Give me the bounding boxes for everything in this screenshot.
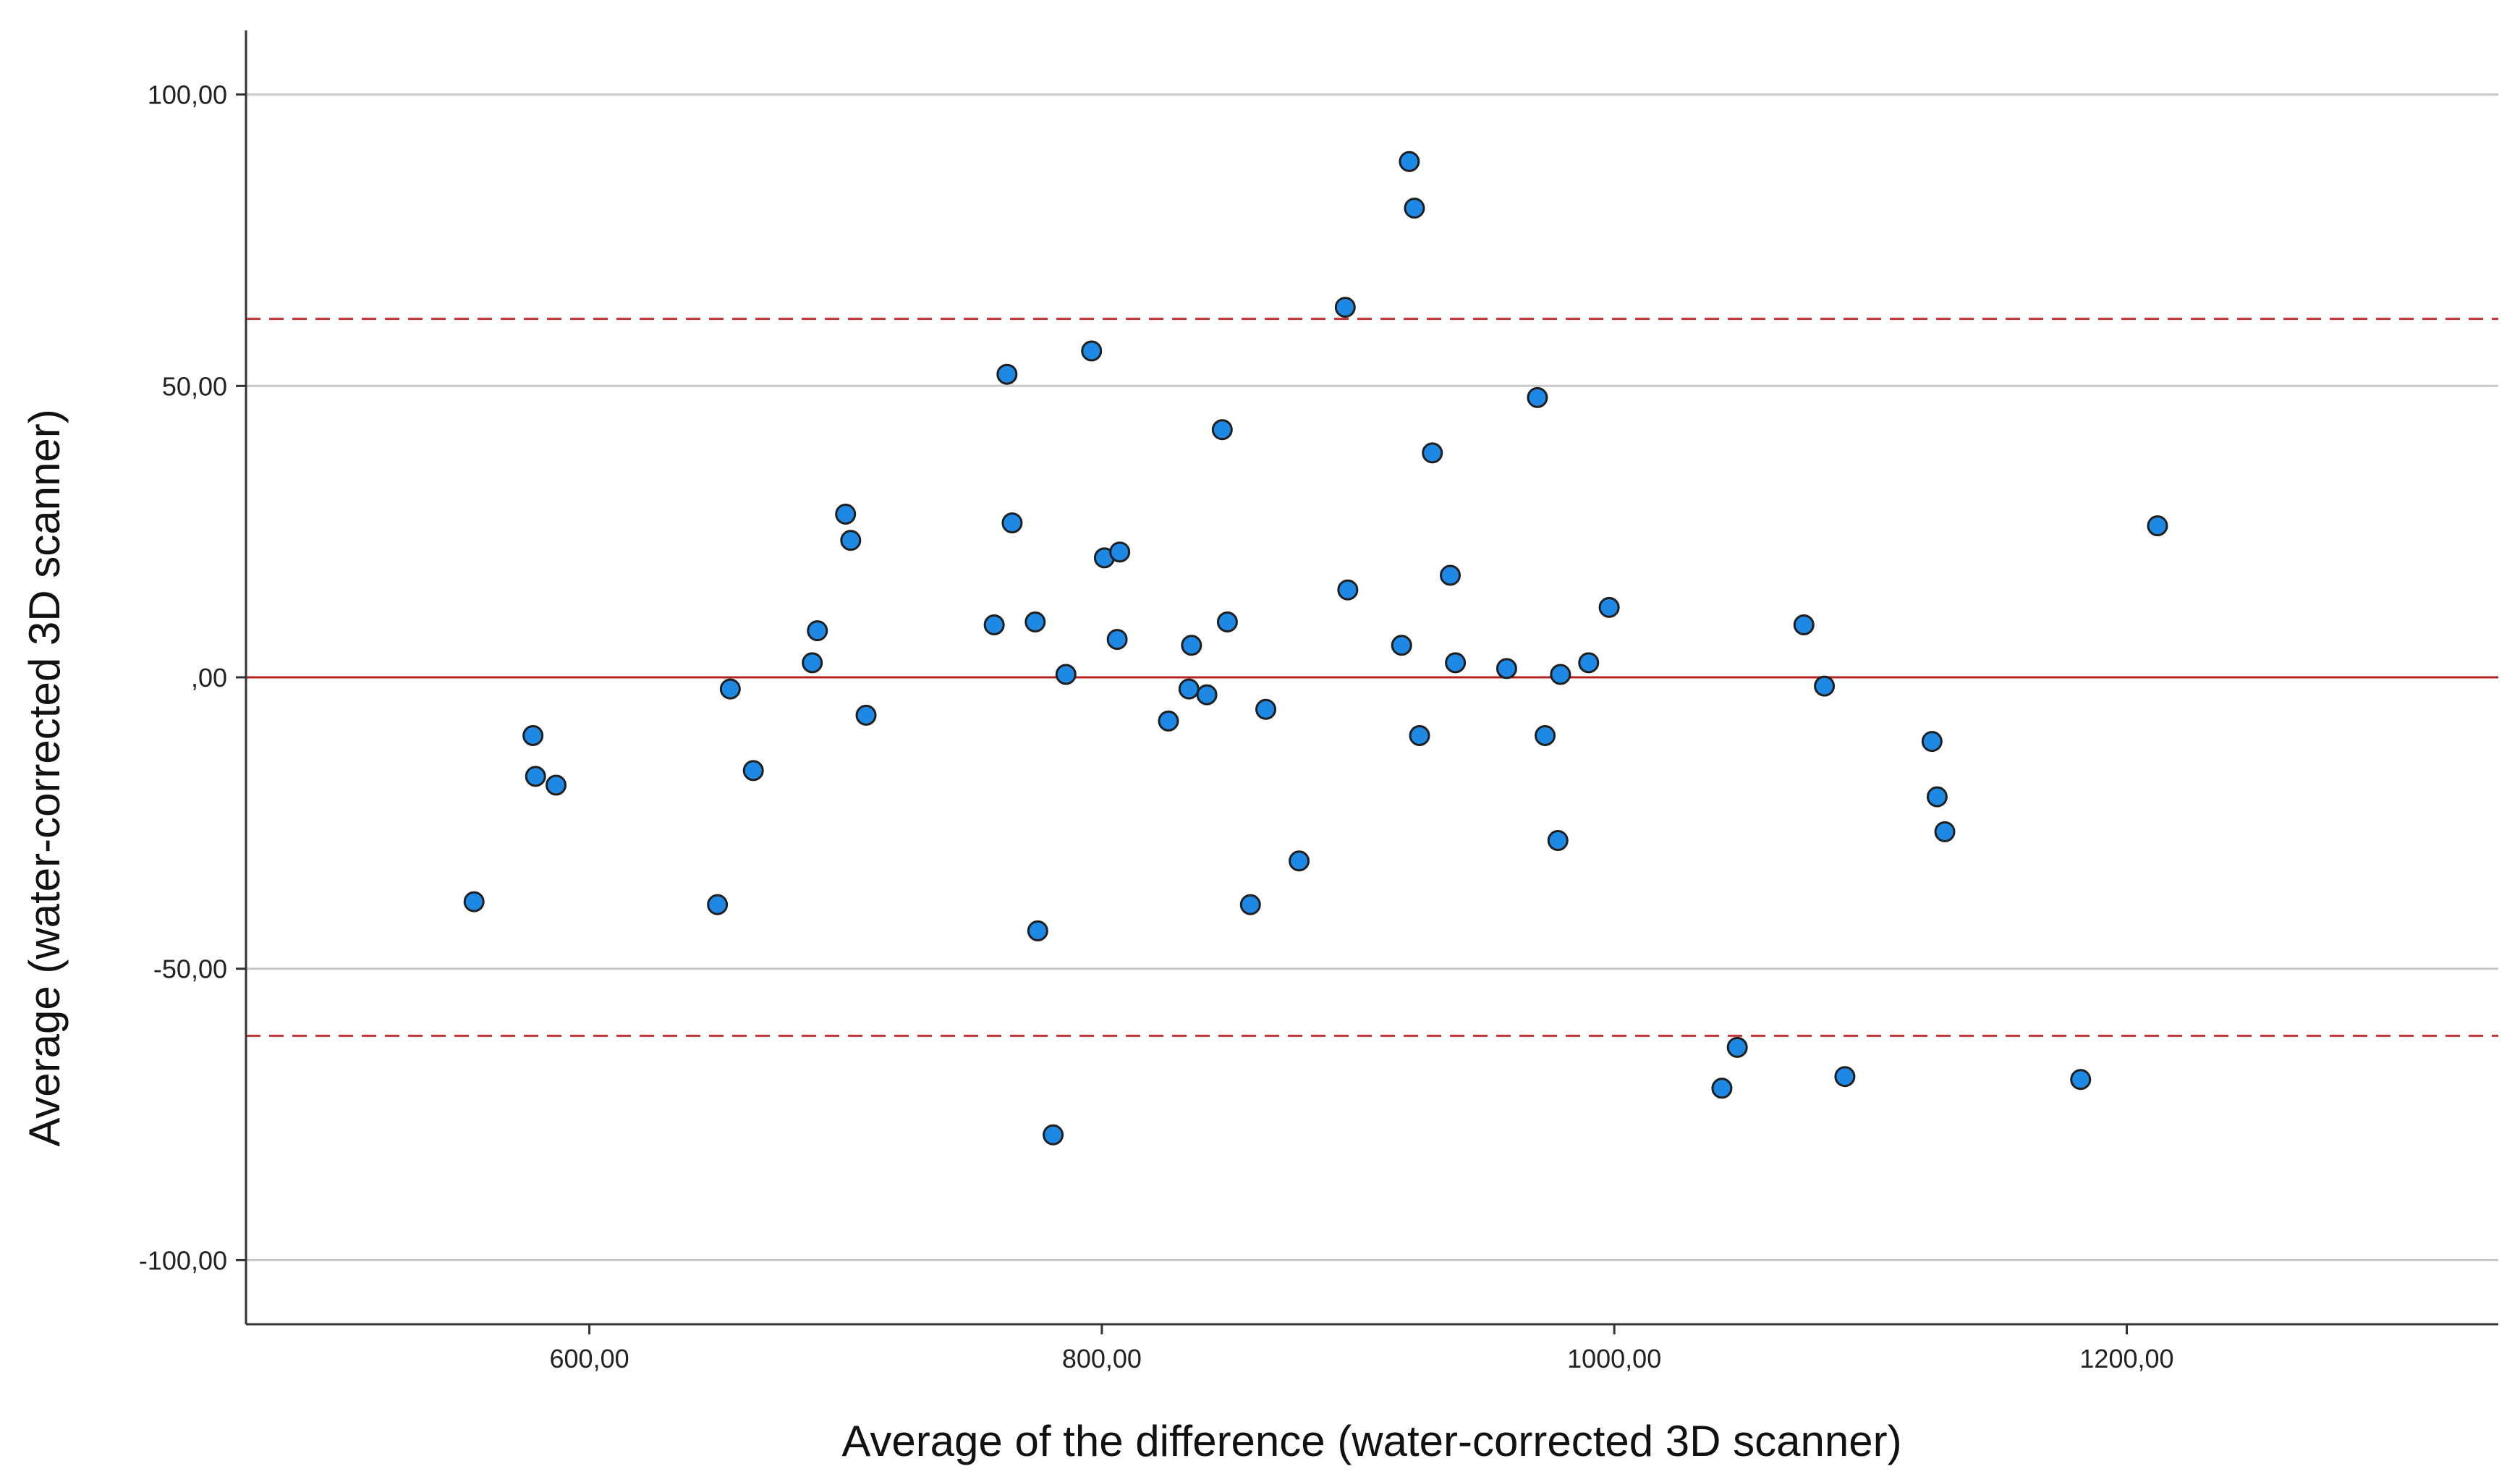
data-point xyxy=(1196,684,1218,706)
data-point xyxy=(1081,340,1103,362)
data-point xyxy=(1024,611,1046,632)
data-point xyxy=(707,894,729,915)
x-axis-ticks: 600,00 800,00 1000,00 1200,00 xyxy=(550,1324,2174,1373)
data-point xyxy=(1527,386,1548,408)
y-tick-label: -100,00 xyxy=(139,1245,227,1275)
data-point xyxy=(1043,1124,1064,1146)
x-tick-label: 600,00 xyxy=(550,1344,629,1373)
data-point xyxy=(522,725,544,747)
data-point xyxy=(1001,512,1023,534)
data-point xyxy=(1211,419,1233,441)
data-point xyxy=(1934,821,1956,842)
data-point xyxy=(1255,698,1277,720)
data-point xyxy=(1216,611,1238,632)
data-point xyxy=(1404,198,1425,219)
y-tick-label: 100,00 xyxy=(148,80,227,110)
data-point xyxy=(1391,635,1412,656)
data-point xyxy=(1578,652,1600,674)
data-point xyxy=(1399,151,1420,172)
data-point xyxy=(807,620,828,642)
reference-lines xyxy=(246,318,2498,1037)
data-point xyxy=(1921,731,1943,753)
y-axis-title: Average (water-corrected 3D scanner) xyxy=(20,409,69,1146)
data-point xyxy=(546,774,567,796)
data-point xyxy=(1422,442,1443,464)
data-point xyxy=(742,760,764,782)
data-point xyxy=(1535,725,1556,747)
data-point xyxy=(855,704,877,726)
data-point xyxy=(983,614,1005,636)
data-point xyxy=(463,891,485,913)
data-point xyxy=(802,652,823,674)
data-point xyxy=(1158,710,1179,732)
data-point xyxy=(1926,786,1948,808)
data-point xyxy=(1547,830,1569,852)
data-point xyxy=(996,363,1018,385)
data-point xyxy=(2070,1069,2092,1091)
y-tick-label: ,00 xyxy=(191,663,227,693)
data-point xyxy=(1598,596,1620,618)
x-tick-label: 1000,00 xyxy=(1567,1344,1661,1373)
data-point xyxy=(840,530,862,551)
data-point xyxy=(2147,515,2168,537)
x-axis-title: Average of the difference (water-correct… xyxy=(841,1417,1901,1465)
data-point xyxy=(1550,664,1571,685)
data-point xyxy=(1334,297,1356,318)
data-point xyxy=(525,766,546,787)
data-point xyxy=(1055,664,1077,685)
x-tick-label: 1200,00 xyxy=(2079,1344,2173,1373)
data-point xyxy=(1496,658,1517,679)
data-point xyxy=(1027,920,1048,941)
data-point xyxy=(1337,579,1359,601)
data-point xyxy=(1289,850,1310,872)
data-point xyxy=(719,678,741,700)
data-point xyxy=(1834,1066,1856,1088)
y-axis-ticks: -100,00 -50,00 ,00 50,00 100,00 xyxy=(139,80,246,1275)
data-point xyxy=(1178,678,1200,700)
data-point xyxy=(1181,635,1202,656)
x-tick-label: 800,00 xyxy=(1062,1344,1142,1373)
data-point xyxy=(1726,1036,1748,1058)
data-point xyxy=(1793,614,1815,636)
data-point xyxy=(835,503,857,525)
data-point xyxy=(1106,629,1128,651)
data-point xyxy=(1109,541,1131,563)
data-points xyxy=(463,151,2168,1146)
data-point xyxy=(1711,1077,1733,1099)
y-tick-label: 50,00 xyxy=(162,371,227,401)
y-tick-label: -50,00 xyxy=(153,954,227,984)
data-point xyxy=(1440,564,1461,586)
data-point xyxy=(1409,725,1430,747)
data-point xyxy=(1814,675,1836,697)
data-point xyxy=(1239,894,1261,915)
data-point xyxy=(1445,652,1467,674)
